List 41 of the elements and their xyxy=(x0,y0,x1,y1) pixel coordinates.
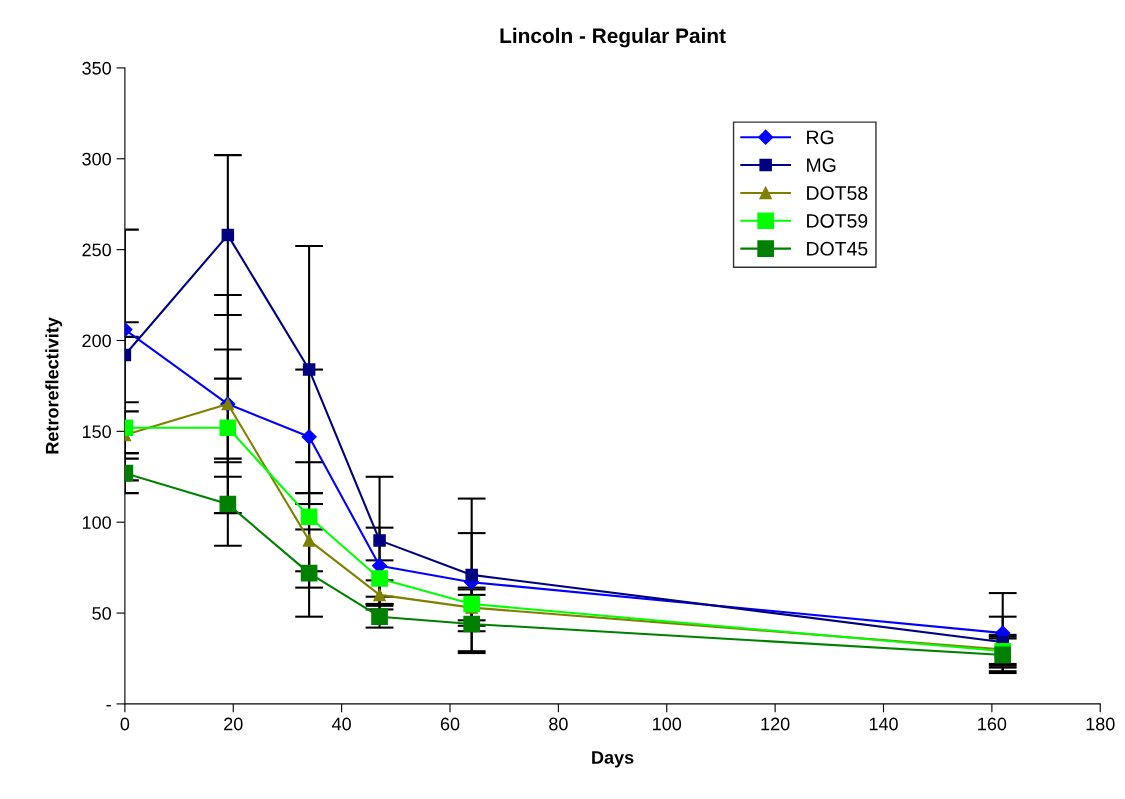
y-tick-label: 50 xyxy=(92,607,111,620)
x-tick-label: 160 xyxy=(978,717,1007,731)
point xyxy=(219,495,237,513)
x-tick-label: 100 xyxy=(653,717,682,731)
y-tick-label: 300 xyxy=(82,152,111,166)
legend-label: RG xyxy=(807,130,834,145)
y-tick-label: 100 xyxy=(82,516,111,529)
point xyxy=(300,508,318,526)
legend-label: DOT45 xyxy=(807,241,868,256)
legend-label: DOT59 xyxy=(807,213,868,228)
chart-title: Lincoln - Regular Paint xyxy=(500,27,726,48)
point xyxy=(373,534,386,547)
point xyxy=(463,615,481,633)
point xyxy=(373,588,386,602)
x-tick-label: 60 xyxy=(440,717,460,731)
point xyxy=(302,534,316,547)
y-tick-label: 250 xyxy=(82,243,111,257)
y-tick-label: 350 xyxy=(82,61,111,75)
point xyxy=(300,564,318,582)
point xyxy=(219,419,237,437)
y-tick-label: 200 xyxy=(82,334,111,348)
x-axis-title: Days xyxy=(592,751,634,768)
point xyxy=(221,228,235,242)
x-tick-label: 120 xyxy=(761,717,790,731)
point xyxy=(301,429,317,445)
y-tick-label: 150 xyxy=(82,425,111,439)
x-tick-label: 40 xyxy=(332,717,351,731)
x-tick-label: 0 xyxy=(120,717,130,731)
point xyxy=(994,646,1012,664)
y-tick-label: - xyxy=(106,704,111,707)
point xyxy=(465,568,478,582)
legend-label: DOT58 xyxy=(807,186,868,200)
x-tick-label: 140 xyxy=(869,717,898,731)
x-tick-label: 180 xyxy=(1086,717,1115,731)
x-tick-label: 20 xyxy=(224,717,243,731)
point xyxy=(302,363,316,376)
y-axis-title: Retroreflectivity xyxy=(45,317,63,454)
legend-label: MG xyxy=(807,158,836,173)
x-tick-label: 80 xyxy=(549,717,568,731)
point xyxy=(463,595,481,613)
point xyxy=(371,570,388,587)
